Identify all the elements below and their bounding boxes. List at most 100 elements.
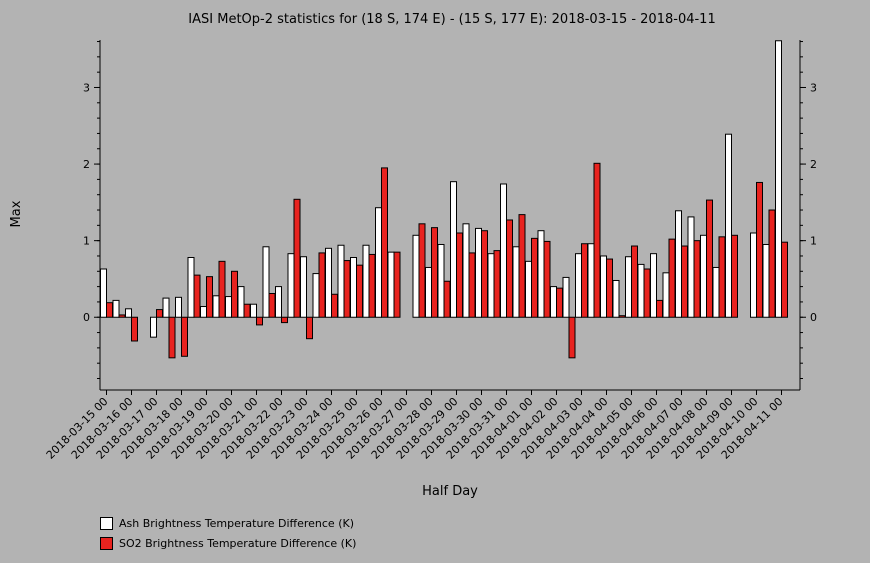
ash-bar	[300, 256, 307, 318]
ash-bar	[437, 243, 445, 318]
ash-bar	[225, 296, 232, 318]
legend-swatch-so2	[100, 536, 113, 550]
so2-bar	[506, 219, 513, 318]
ash-bar	[537, 230, 545, 318]
so2-bar	[531, 237, 538, 318]
ash-bar	[200, 306, 207, 318]
ash-bar	[725, 133, 732, 318]
so2-bar	[418, 223, 426, 318]
ash-bar	[512, 246, 520, 318]
ash-bar	[237, 286, 245, 318]
legend-label-ash: Ash Brightness Temperature Difference (K…	[119, 516, 354, 530]
ash-bar	[325, 247, 332, 318]
y-tick-label: 3	[83, 81, 90, 94]
ash-bar	[675, 210, 682, 318]
so2-bar	[393, 251, 401, 318]
so2-bar	[606, 258, 613, 318]
so2-bar	[281, 316, 288, 324]
ash-bar	[337, 244, 345, 318]
legend-item-so2: SO2 Brightness Temperature Difference (K…	[100, 533, 356, 553]
so2-bar	[581, 243, 588, 318]
so2-bar	[593, 162, 601, 318]
ash-bar	[750, 232, 757, 318]
legend-label-so2: SO2 Brightness Temperature Difference (K…	[119, 536, 357, 550]
ash-bar	[412, 234, 420, 318]
ash-bar	[500, 183, 507, 318]
so2-bar	[356, 264, 363, 318]
ash-bar	[687, 216, 695, 318]
legend: Ash Brightness Temperature Difference (K…	[100, 513, 356, 553]
so2-bar	[668, 238, 676, 318]
x-axis-label: Half Day	[422, 484, 478, 499]
so2-bar	[681, 245, 688, 318]
y-tick-label: 1	[810, 235, 817, 248]
y-tick-label: 0	[83, 311, 90, 324]
so2-bar	[756, 181, 763, 318]
so2-bar	[106, 302, 113, 318]
so2-bar	[331, 293, 338, 318]
ash-bar	[562, 276, 570, 318]
so2-bar	[206, 276, 213, 318]
so2-bar	[218, 260, 226, 318]
ash-bar	[262, 246, 270, 318]
ash-bar	[287, 253, 295, 318]
so2-bar	[631, 245, 638, 318]
ash-bar	[600, 255, 607, 318]
ash-bar	[312, 273, 320, 318]
so2-bar	[268, 293, 276, 318]
so2-bar	[543, 240, 551, 318]
chart-title: IASI MetOp-2 statistics for (18 S, 174 E…	[188, 12, 715, 27]
ash-bar	[275, 286, 282, 318]
ash-bar	[187, 257, 195, 318]
so2-bar	[168, 316, 176, 359]
ash-bar	[487, 253, 495, 318]
ash-bar	[475, 227, 482, 318]
ash-bar	[150, 316, 157, 338]
so2-bar	[556, 287, 563, 318]
so2-bar	[181, 316, 188, 357]
y-tick-label: 2	[83, 158, 90, 171]
so2-bar	[131, 316, 138, 342]
ash-bar	[525, 260, 532, 318]
so2-bar	[381, 167, 388, 318]
so2-bar	[156, 309, 163, 318]
ash-bar	[625, 256, 632, 318]
so2-bar	[318, 252, 326, 318]
ash-bar	[175, 296, 182, 318]
so2-bar	[718, 236, 726, 318]
ash-bar	[700, 234, 707, 318]
so2-bar	[706, 199, 713, 318]
so2-bar	[193, 274, 201, 318]
ash-bar	[250, 303, 257, 318]
so2-bar	[293, 198, 301, 318]
so2-bar	[656, 299, 663, 318]
ash-bar	[612, 279, 620, 318]
so2-bar	[243, 303, 251, 318]
so2-bar	[693, 240, 701, 318]
ash-bar	[712, 266, 720, 318]
y-axis-label: Max	[9, 200, 24, 227]
y-tick-label: 0	[810, 311, 817, 324]
y-tick-label: 1	[83, 235, 90, 248]
ash-bar	[375, 207, 382, 318]
so2-bar	[368, 253, 376, 318]
ash-bar	[650, 253, 657, 318]
so2-bar	[518, 214, 526, 318]
ash-bar	[425, 266, 432, 318]
so2-bar	[481, 230, 488, 318]
ash-bar	[362, 244, 370, 318]
ash-bar	[462, 223, 470, 318]
ash-bar	[762, 243, 770, 318]
so2-bar	[468, 252, 476, 318]
ash-bar	[212, 295, 220, 318]
so2-bar	[443, 280, 451, 318]
so2-bar	[343, 260, 351, 318]
so2-bar	[306, 316, 313, 340]
ash-bar	[637, 263, 645, 318]
legend-swatch-ash	[100, 516, 113, 530]
ash-bar	[575, 253, 582, 318]
so2-bar	[731, 234, 738, 318]
so2-bar	[768, 209, 776, 318]
